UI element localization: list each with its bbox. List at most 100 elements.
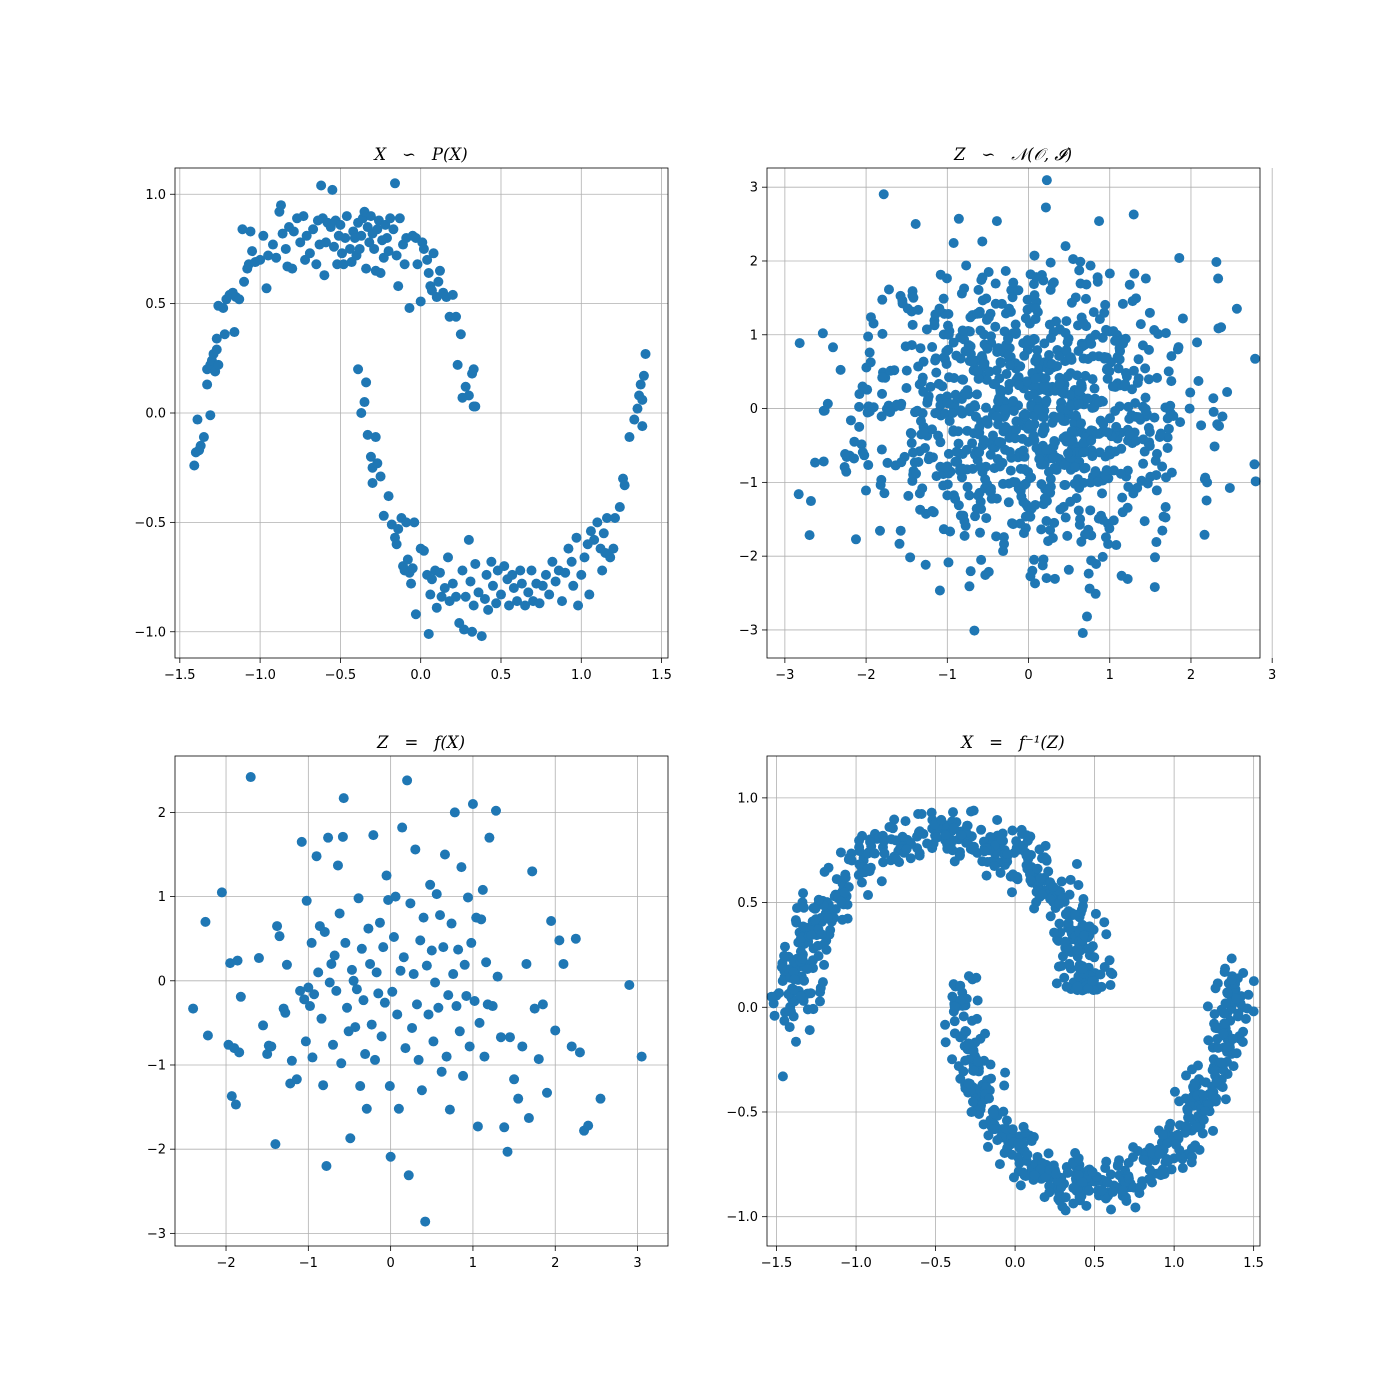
data-point — [940, 408, 951, 419]
data-point — [1118, 1185, 1129, 1196]
data-point — [790, 1036, 801, 1047]
data-point — [384, 1081, 395, 1092]
data-point — [857, 381, 868, 392]
title-bottom-left: Z = f(X) — [376, 733, 465, 752]
data-point — [1025, 875, 1036, 886]
data-point — [940, 830, 951, 841]
data-point — [1103, 539, 1114, 550]
data-point — [1099, 351, 1110, 362]
data-point — [341, 211, 352, 222]
data-point — [319, 270, 330, 281]
data-point — [1083, 568, 1094, 579]
y-tick-label: 2 — [158, 806, 166, 821]
data-point — [1076, 418, 1087, 429]
data-point — [953, 500, 964, 511]
data-point — [410, 844, 421, 855]
data-point — [1045, 893, 1056, 904]
y-tick: −1.0 — [726, 1210, 767, 1225]
data-point — [426, 945, 437, 956]
data-point — [988, 430, 998, 441]
x-tick: 2 — [551, 1246, 559, 1271]
data-point — [1003, 350, 1014, 361]
data-point — [234, 1047, 245, 1058]
data-point — [1044, 1187, 1055, 1198]
data-point — [472, 1121, 483, 1132]
y-tick-label: 1 — [158, 890, 166, 905]
data-point — [951, 446, 962, 457]
data-point — [971, 389, 982, 400]
data-point — [499, 1122, 510, 1133]
data-point — [362, 429, 373, 440]
data-point — [523, 587, 534, 598]
data-point — [270, 1139, 281, 1150]
x-tick: 1.5 — [1243, 1246, 1264, 1271]
data-point — [900, 816, 911, 827]
data-point — [1209, 1009, 1220, 1020]
data-point — [359, 397, 370, 408]
y-tick: 0.5 — [737, 896, 767, 911]
data-point — [560, 567, 571, 578]
data-point — [1228, 1033, 1239, 1044]
y-tick: 0 — [158, 974, 175, 989]
data-point — [434, 265, 445, 276]
data-point — [1144, 307, 1155, 318]
data-point — [1149, 582, 1160, 593]
data-point — [434, 567, 445, 578]
data-point — [1035, 873, 1046, 884]
data-point — [914, 488, 925, 499]
data-point — [512, 596, 523, 607]
data-point — [967, 1096, 978, 1107]
data-point — [837, 914, 848, 925]
data-point — [449, 807, 460, 818]
data-point — [1131, 435, 1142, 446]
data-point — [876, 411, 887, 422]
data-point — [370, 432, 381, 443]
data-point — [894, 538, 905, 549]
data-point — [1071, 858, 1082, 869]
data-point — [340, 937, 351, 948]
data-point — [1054, 378, 1065, 389]
data-point — [1043, 866, 1054, 877]
data-point — [1106, 1204, 1117, 1215]
data-point — [504, 600, 515, 611]
data-point — [913, 808, 924, 819]
data-point — [1091, 428, 1102, 439]
data-point — [925, 381, 936, 392]
data-point — [1050, 1169, 1061, 1180]
data-point — [372, 224, 383, 235]
data-point — [810, 457, 821, 468]
data-point — [1249, 459, 1260, 470]
data-point — [926, 807, 937, 818]
data-point — [816, 929, 827, 940]
y-tick: 1.0 — [145, 188, 175, 203]
data-point — [836, 896, 847, 907]
x-tick-label: −2 — [216, 1256, 235, 1271]
data-point — [1129, 268, 1140, 279]
data-point — [846, 855, 857, 866]
data-point — [1100, 299, 1111, 310]
data-point — [808, 1004, 819, 1015]
data-point — [972, 308, 983, 319]
x-tick: −1.0 — [840, 1246, 872, 1271]
data-point — [831, 874, 842, 885]
data-point — [1209, 441, 1220, 452]
data-point — [1029, 1170, 1040, 1181]
data-point — [1143, 422, 1154, 433]
data-point — [968, 841, 979, 852]
data-point — [948, 822, 959, 833]
data-point — [397, 822, 408, 833]
data-point — [1111, 421, 1122, 432]
data-point — [835, 847, 846, 858]
data-point — [499, 561, 510, 572]
data-point — [321, 1161, 332, 1172]
data-point — [793, 489, 804, 500]
data-point — [1072, 944, 1083, 955]
data-point — [597, 565, 608, 576]
data-point — [390, 178, 400, 189]
data-point — [332, 860, 343, 871]
data-point — [534, 598, 545, 609]
x-tick: −1 — [938, 658, 957, 683]
data-point — [1174, 252, 1185, 263]
data-point — [981, 415, 992, 426]
data-point — [971, 1013, 982, 1024]
